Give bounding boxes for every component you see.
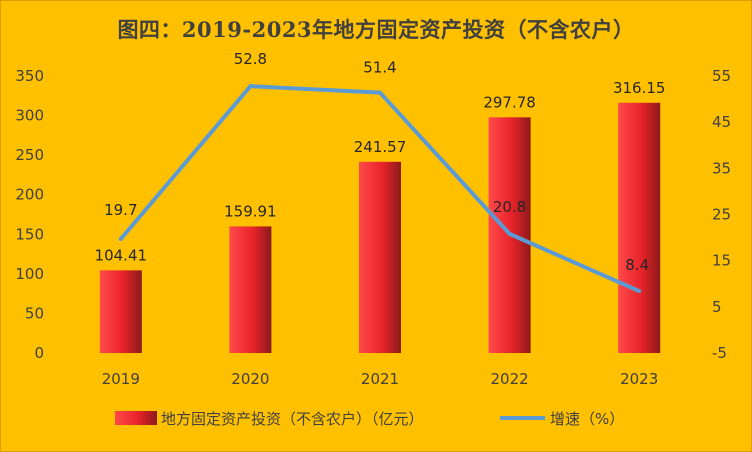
bar [229,226,272,353]
line-point [637,289,642,294]
line-point [118,236,123,241]
x-tick-label: 2021 [361,370,399,388]
bar-data-label: 159.91 [224,202,277,220]
y-right-tick-label: 45 [712,113,731,131]
line-point [378,90,382,95]
y-left-tick-label: 100 [15,265,44,283]
legend-line-label: 增速（%） [550,410,624,428]
y-right-tick-label: -5 [712,344,727,362]
y-left-tick-label: 150 [15,225,44,243]
y-left-tick-label: 250 [15,146,44,164]
line-point [248,84,253,89]
line-data-label: 19.7 [104,201,137,219]
y-left-tick-label: 200 [15,186,44,204]
y-left-tick-label: 50 [25,304,44,322]
y-axis-left: 0 50 100 150 200 250 300 350 [15,67,44,362]
data-labels: 104.41 159.91 241.57 297.78 316.15 19.7 52.8 51… [95,50,666,274]
x-tick-label: 2022 [491,370,529,388]
y-left-tick-label: 0 [34,344,44,362]
legend-bar-label: 地方固定资产投资（不含农户）（亿元） [161,410,424,428]
bar [618,102,661,353]
bar [359,161,401,353]
bar-data-label: 241.57 [354,138,407,156]
y-left-tick-label: 350 [15,67,44,85]
y-right-tick-label: 5 [712,298,722,316]
y-right-tick-label: 15 [712,252,731,270]
y-right-tick-label: 55 [712,67,731,85]
bar-data-label: 104.41 [95,246,148,264]
legend-bar-swatch [115,411,157,425]
chart-title: 图四：2019-2023年地方固定资产投资（不含农户） [117,17,635,42]
line-point [507,231,512,236]
bar-data-label: 316.15 [613,79,666,97]
line-data-label: 51.4 [363,59,396,77]
legend: 地方固定资产投资（不含农户）（亿元） 增速（%） [115,410,624,428]
line-data-label: 8.4 [625,256,649,274]
bar [99,270,142,353]
line-data-label: 52.8 [234,50,267,68]
line-series [118,84,642,294]
x-tick-label: 2019 [102,370,140,388]
y-right-tick-label: 25 [712,206,731,224]
y-axis-right: -5 5 15 25 35 45 55 [712,67,731,362]
x-tick-label: 2023 [620,370,658,388]
y-right-tick-label: 35 [712,159,731,177]
bar-data-label: 297.78 [483,93,536,111]
y-left-tick-label: 300 [15,107,44,125]
line-data-label: 20.8 [493,198,526,216]
x-axis: 2019 2020 2021 2022 2023 [102,370,659,388]
x-tick-label: 2020 [231,370,269,388]
bar-series [99,102,661,353]
